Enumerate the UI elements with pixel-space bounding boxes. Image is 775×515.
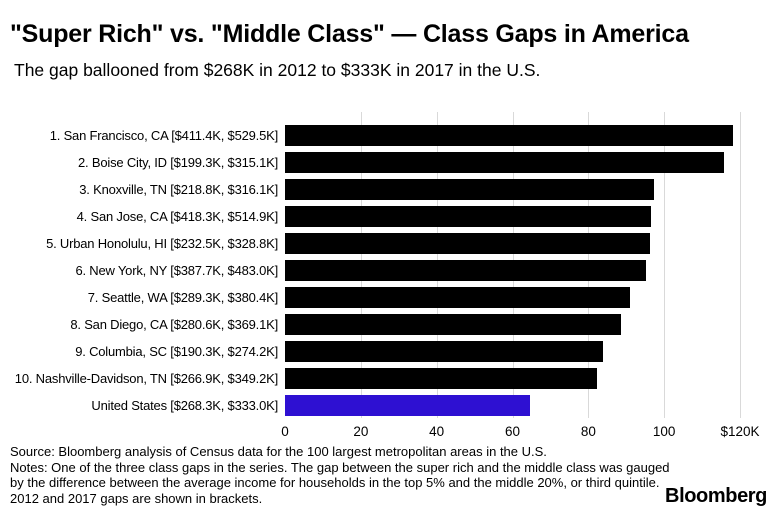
bar-track — [285, 206, 740, 227]
bar-label: 7. Seattle, WA [$289.3K, $380.4K] — [87, 290, 278, 305]
bar — [285, 179, 654, 200]
bar-label: 1. San Francisco, CA [$411.4K, $529.5K] — [49, 128, 278, 143]
bar-label: 2. Boise City, ID [$199.3K, $315.1K] — [78, 155, 278, 170]
bar-row: 6. New York, NY [$387.7K, $483.0K] — [0, 257, 775, 284]
bar-rows: 1. San Francisco, CA [$411.4K, $529.5K] 2… — [0, 122, 775, 419]
x-tick-label: 0 — [281, 424, 289, 439]
x-tick-label: 20 — [353, 424, 369, 439]
x-tick-label: 100 — [652, 424, 676, 439]
bar-row: 3. Knoxville, TN [$218.8K, $316.1K] — [0, 176, 775, 203]
x-tick-label: 80 — [580, 424, 596, 439]
footer-line: 2012 and 2017 gaps are shown in brackets… — [10, 490, 263, 506]
bar-row: 2. Boise City, ID [$199.3K, $315.1K] — [0, 149, 775, 176]
footer-line: Source: Bloomberg analysis of Census dat… — [10, 444, 547, 459]
gridline — [664, 112, 666, 418]
bar-label: 10. Nashville-Davidson, TN [$266.9K, $34… — [14, 371, 278, 386]
bar-track — [285, 341, 740, 362]
bar-label: 3. Knoxville, TN [$218.8K, $316.1K] — [79, 182, 278, 197]
bar — [285, 152, 725, 173]
bar-track — [285, 395, 740, 416]
bar — [285, 206, 652, 227]
page-title: "Super Rich" vs. "Middle Class" — Class … — [10, 20, 689, 48]
bar-row: 7. Seattle, WA [$289.3K, $380.4K] — [0, 284, 775, 311]
bar-row: United States [$268.3K, $333.0K] — [0, 392, 775, 419]
x-tick-label: 40 — [429, 424, 445, 439]
bar-track — [285, 287, 740, 308]
x-tick-label: 60 — [504, 424, 521, 439]
bar-label: 6. New York, NY [$387.7K, $483.0K] — [75, 263, 278, 278]
gridline — [740, 112, 741, 418]
bar — [285, 368, 598, 389]
bar-track — [285, 314, 740, 335]
bar — [285, 125, 733, 146]
bar-row: 8. San Diego, CA [$280.6K, $369.1K] — [0, 311, 775, 338]
bar-track — [285, 233, 740, 254]
bar — [285, 341, 604, 362]
x-axis: 0 20 40 60 80 100 $120K — [281, 424, 759, 442]
bar-track — [285, 368, 740, 389]
bar-track — [285, 125, 740, 146]
bar-highlight — [285, 395, 531, 416]
bar-row: 4. San Jose, CA [$418.3K, $514.9K] — [0, 203, 775, 230]
x-tick-label: $120K — [720, 424, 760, 439]
bar-label: 4. San Jose, CA [$418.3K, $514.9K] — [76, 209, 279, 224]
bar — [285, 233, 651, 254]
bar-row: 9. Columbia, SC [$190.3K, $274.2K] — [0, 338, 775, 365]
page-subtitle: The gap ballooned from $268K in 2012 to … — [14, 60, 541, 80]
bar-label: 8. San Diego, CA [$280.6K, $369.1K] — [70, 317, 278, 332]
bar — [285, 287, 631, 308]
bar-row: 10. Nashville-Davidson, TN [$266.9K, $34… — [0, 365, 775, 392]
bar-track — [285, 179, 740, 200]
bar-row: 5. Urban Honolulu, HI [$232.5K, $328.8K] — [0, 230, 775, 257]
footer-notes: Source: Bloomberg analysis of Census dat… — [10, 444, 690, 506]
bar-track — [285, 152, 740, 173]
bar-row: 1. San Francisco, CA [$411.4K, $529.5K] — [0, 122, 775, 149]
bar — [285, 260, 647, 281]
footer-line: by the difference between the average in… — [10, 475, 660, 491]
footer-line: Notes: One of the three class gaps in th… — [10, 459, 670, 475]
bloomberg-logo: Bloomberg — [665, 485, 767, 507]
bar — [285, 314, 621, 335]
bar-label: 5. Urban Honolulu, HI [$232.5K, $328.8K] — [46, 236, 278, 251]
bar-label: United States [$268.3K, $333.0K] — [91, 398, 278, 413]
bar-label: 9. Columbia, SC [$190.3K, $274.2K] — [75, 344, 278, 359]
bar-chart: 1. San Francisco, CA [$411.4K, $529.5K] 2… — [0, 112, 775, 447]
bar-track — [285, 260, 740, 281]
